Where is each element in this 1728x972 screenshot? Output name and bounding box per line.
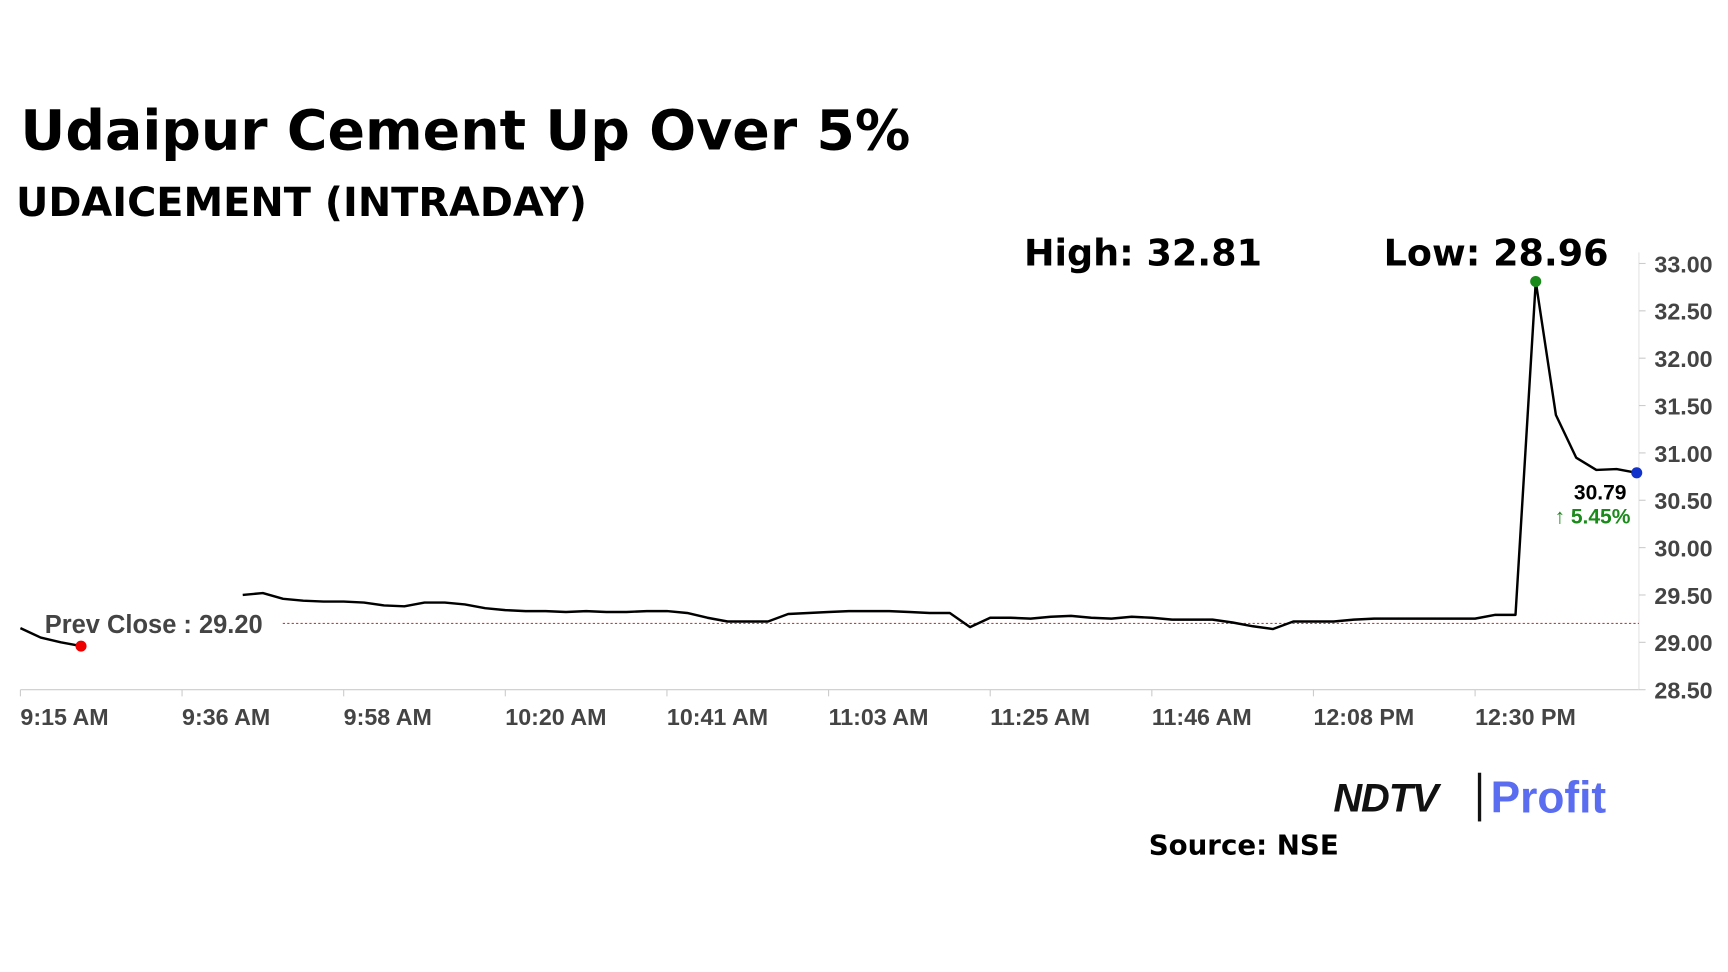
chart-subtitle: UDAICEMENT (INTRADAY): [16, 180, 587, 226]
low-label: Low: 28.96: [1384, 232, 1609, 275]
y-tick-label: 30.50: [1654, 488, 1712, 514]
high-marker: [1530, 275, 1542, 288]
prev-close-label: Prev Close : 29.20: [45, 611, 263, 639]
x-tick-label: 12:08 PM: [1313, 704, 1414, 730]
chart-title: Udaipur Cement Up Over 5%: [20, 99, 910, 163]
x-tick-label: 11:25 AM: [990, 704, 1090, 730]
y-tick-label: 28.50: [1654, 678, 1712, 704]
low-marker: [75, 640, 87, 652]
y-tick-label: 29.50: [1654, 583, 1712, 609]
change-label: ↑ 5.45%: [1554, 506, 1630, 529]
x-tick-label: 9:36 AM: [182, 704, 270, 730]
x-tick-label: 11:46 AM: [1152, 704, 1252, 730]
last-value-label: 30.79: [1574, 481, 1627, 504]
last-marker: [1631, 467, 1643, 479]
x-tick-label: 9:58 AM: [344, 704, 432, 730]
logo-profit: Profit: [1491, 774, 1607, 823]
x-tick-label: 9:15 AM: [20, 704, 108, 730]
logo-ndtv: NDTV: [1333, 776, 1442, 820]
price-line: [19, 280, 1637, 648]
y-tick-label: 33.00: [1654, 251, 1712, 277]
y-tick-label: 30.00: [1654, 535, 1712, 561]
high-label: High: 32.81: [1024, 232, 1262, 275]
source: Source: NSE: [1149, 829, 1339, 862]
x-tick-label: 10:20 AM: [505, 704, 606, 730]
x-tick-label: 11:03 AM: [829, 704, 929, 730]
y-tick-label: 32.00: [1654, 346, 1712, 372]
x-tick-label: 12:30 PM: [1475, 704, 1576, 730]
y-tick-label: 29.00: [1654, 630, 1712, 656]
y-tick-label: 31.00: [1654, 441, 1712, 467]
y-tick-label: 32.50: [1654, 299, 1712, 325]
x-tick-label: 10:41 AM: [667, 704, 768, 730]
y-tick-label: 31.50: [1654, 393, 1712, 419]
